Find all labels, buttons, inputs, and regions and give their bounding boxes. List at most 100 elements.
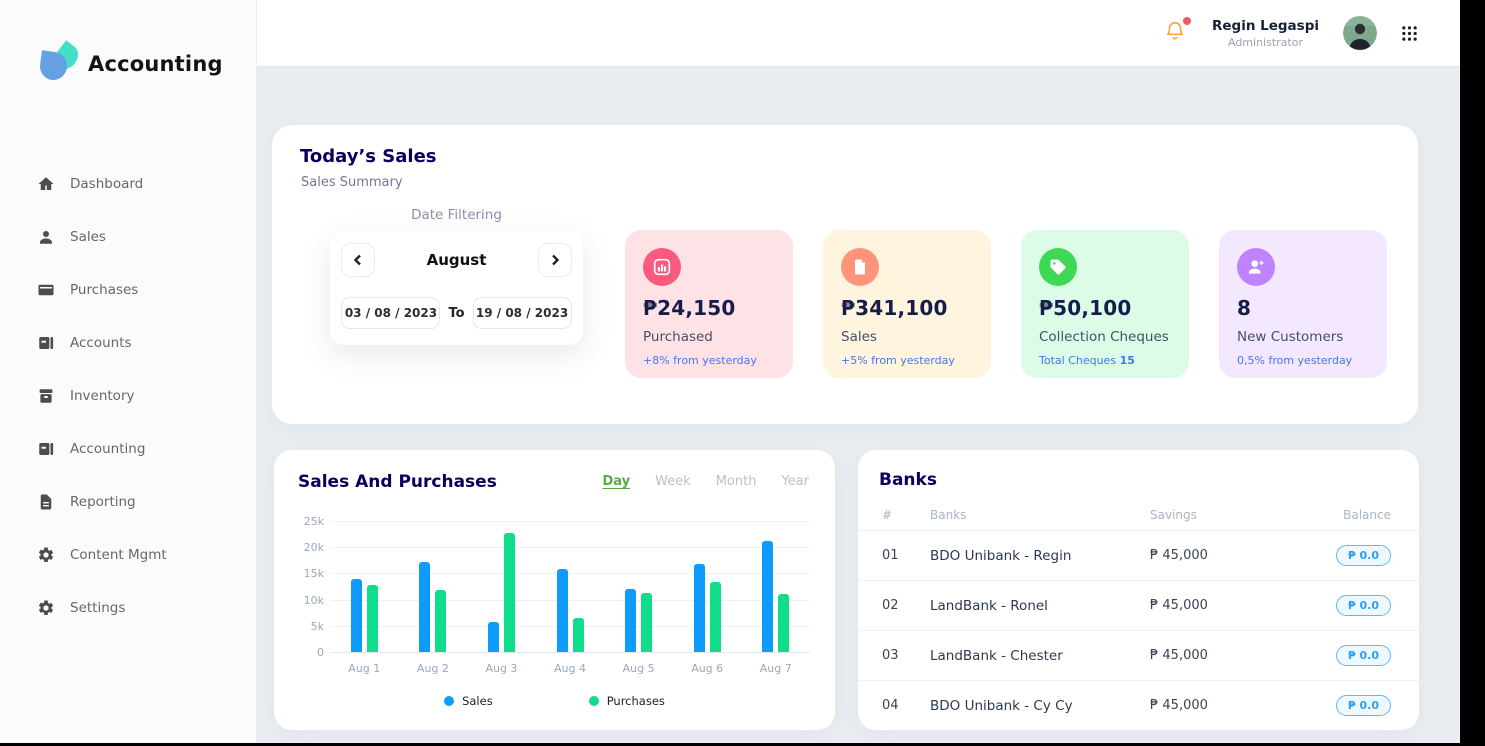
bank-row[interactable]: 01 BDO Unibank - Regin ₱ 45,000 ₱ 0.0 [858,530,1419,580]
banks-table: # Banks Savings Balance 01 BDO Unibank -… [858,500,1419,730]
sidebar-item-label: Accounts [70,335,132,351]
user-menu[interactable]: Regin Legaspi Administrator [1212,18,1319,49]
tab-week[interactable]: Week [655,474,691,489]
bank-row[interactable]: 02 LandBank - Ronel ₱ 45,000 ₱ 0.0 [858,580,1419,630]
sidebar-item-purchases[interactable]: Purchases [0,276,256,304]
sidebar-nav: Dashboard Sales Purchases Accounts Inven… [0,170,256,647]
date-from-input[interactable]: 03 / 08 / 2023 [341,297,441,329]
x-axis-label: Aug 1 [348,662,381,675]
home-icon [36,175,55,194]
balance-badge: ₱ 0.0 [1336,695,1391,716]
chart-title: Sales And Purchases [298,472,497,492]
sales-summary-subtitle: Sales Summary [301,175,403,190]
y-axis-tick: 15k [303,567,324,581]
bank-row-number: 01 [882,548,899,563]
y-axis-tick: 5k [310,619,324,633]
sidebar-item-label: Purchases [70,282,139,298]
tag-icon [1039,248,1077,286]
notifications-button[interactable] [1164,17,1191,47]
bank-savings: ₱ 45,000 [1150,598,1208,613]
sidebar-item-label: Reporting [70,494,136,510]
tab-year[interactable]: Year [781,474,809,489]
sidebar-item-label: Content Mgmt [70,547,167,563]
stat-card-sales: ₱341,100 Sales +5% from yesterday [823,230,991,378]
bank-row[interactable]: 03 LandBank - Chester ₱ 45,000 ₱ 0.0 [858,630,1419,680]
droplet-logo-icon [38,40,83,84]
bank-row-number: 04 [882,698,899,713]
chart-bars [330,521,810,652]
date-to-input[interactable]: 19 / 08 / 2023 [472,297,572,329]
bank-row[interactable]: 04 BDO Unibank - Cy Cy ₱ 45,000 ₱ 0.0 [858,680,1419,730]
sidebar-item-reporting[interactable]: Reporting [0,488,256,516]
purchases-bar [641,593,653,652]
sales-bar [487,622,499,652]
stat-value: ₱50,100 [1039,296,1132,320]
gear-icon [36,599,55,618]
sidebar-item-inventory[interactable]: Inventory [0,382,256,410]
wallet-icon [36,281,55,300]
stat-label: Collection Cheques [1039,329,1169,345]
stat-label: New Customers [1237,329,1344,345]
sidebar-item-content-mgmt[interactable]: Content Mgmt [0,541,256,569]
user-role: Administrator [1227,35,1303,49]
date-filter-panel: August 03 / 08 / 2023 To 19 / 08 / 2023 [330,231,583,345]
sidebar-item-dashboard[interactable]: Dashboard [0,170,256,198]
bar-chart-icon [643,248,681,286]
stat-card-purchased: ₱24,150 Purchased +8% from yesterday [625,230,793,378]
chart-period-tabs: Day Week Month Year [602,474,809,489]
app-title: Accounting [88,52,223,76]
to-label: To [448,305,465,321]
banks-title: Banks [879,470,937,490]
col-header-num: # [882,508,893,522]
next-month-button[interactable] [538,243,572,277]
sales-bar [419,562,431,652]
gridline [330,625,810,627]
prev-month-button[interactable] [341,243,375,277]
sales-bar [762,541,774,652]
gear-icon [36,546,55,565]
purchases-bar [572,618,584,652]
bar-group [536,521,605,652]
stat-value: ₱24,150 [643,296,736,320]
tab-day[interactable]: Day [602,474,631,489]
stat-note: Total Cheques 15 [1039,354,1135,367]
sidebar-item-accounting[interactable]: Accounting [0,435,256,463]
person-icon [36,228,55,247]
bank-name: LandBank - Chester [930,647,1063,664]
top-header: Regin Legaspi Administrator [257,0,1460,66]
month-label: August [426,251,487,269]
bar-group [330,521,399,652]
user-add-icon [1237,248,1275,286]
avatar[interactable] [1343,16,1377,50]
todays-sales-title: Today’s Sales [300,146,437,167]
sidebar-item-sales[interactable]: Sales [0,223,256,251]
stat-card-collection-cheques: ₱50,100 Collection Cheques Total Cheques… [1021,230,1189,378]
legend-dot-icon [588,696,599,706]
legend-label: Purchases [606,694,665,708]
bank-row-number: 03 [882,648,899,663]
chart-x-labels: Aug 1 Aug 2 Aug 3 Aug 4 Aug 5 Aug 6 Aug 7 [330,662,810,675]
bank-name: LandBank - Ronel [930,597,1048,614]
legend-dot-icon [444,696,455,706]
sidebar-item-label: Settings [70,600,126,616]
bank-savings: ₱ 45,000 [1150,698,1208,713]
sidebar-item-accounts[interactable]: Accounts [0,329,256,357]
tab-month[interactable]: Month [715,474,757,489]
sidebar-item-label: Dashboard [70,176,144,192]
notification-dot [1182,17,1191,25]
stats-row: ₱24,150 Purchased +8% from yesterday ₱34… [625,230,1387,378]
x-axis-label: Aug 7 [759,662,792,675]
banks-table-header: # Banks Savings Balance [858,500,1419,530]
chart-legend: Sales Purchases [274,694,835,708]
chevron-left-icon [352,251,364,270]
letterbox-right [1460,0,1485,746]
stat-card-new-customers: 8 New Customers 0,5% from yesterday [1219,230,1387,378]
y-axis-tick: 0 [317,646,324,659]
apps-grid-button[interactable] [1401,25,1418,42]
purchases-bar [709,582,721,652]
y-axis-tick: 20k [303,541,324,555]
book-icon [36,334,55,353]
x-axis-label: Aug 5 [622,662,655,675]
bank-name: BDO Unibank - Regin [930,547,1072,564]
sidebar-item-settings[interactable]: Settings [0,594,256,622]
